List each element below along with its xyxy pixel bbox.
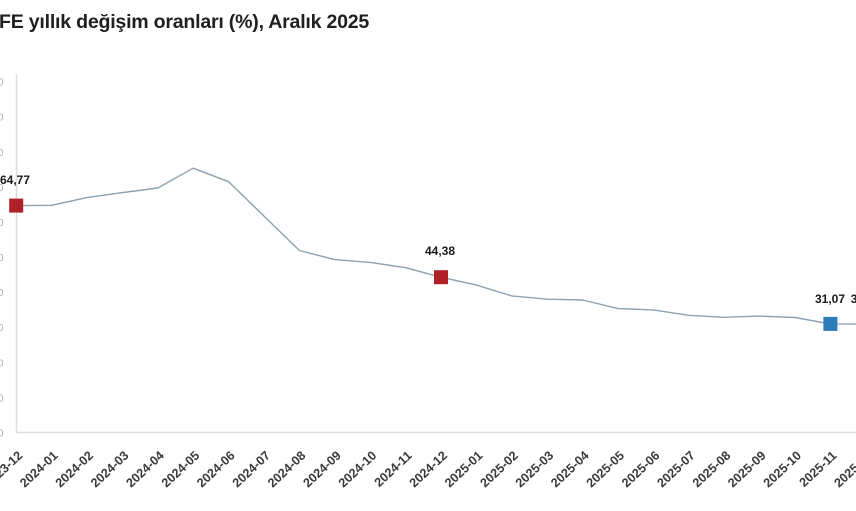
svg-text:60,00: 60,00 xyxy=(0,218,4,229)
svg-text:80,00: 80,00 xyxy=(0,148,4,159)
svg-text:44,38: 44,38 xyxy=(425,244,455,258)
svg-text:40,00: 40,00 xyxy=(0,288,4,299)
svg-text:31,07: 31,07 xyxy=(815,292,845,306)
svg-text:20,00: 20,00 xyxy=(0,358,4,369)
svg-text:0,00: 0,00 xyxy=(0,428,4,439)
svg-text:30,00: 30,00 xyxy=(0,323,4,334)
svg-text:50,00: 50,00 xyxy=(0,253,4,264)
svg-text:70,00: 70,00 xyxy=(0,183,4,194)
svg-text:31,07: 31,07 xyxy=(851,292,856,306)
svg-text:64,77: 64,77 xyxy=(0,173,30,187)
svg-text:100,00: 100,00 xyxy=(0,78,4,89)
svg-text:10,00: 10,00 xyxy=(0,393,4,404)
svg-text:FE yıllık değişim oranları (%): FE yıllık değişim oranları (%), Aralık 2… xyxy=(0,11,369,33)
svg-text:90,00: 90,00 xyxy=(0,113,4,124)
